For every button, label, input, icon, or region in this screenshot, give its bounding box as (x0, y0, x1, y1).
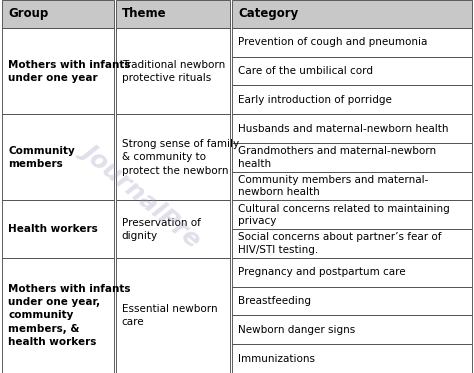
Text: Category: Category (238, 7, 298, 21)
Text: Newborn danger signs: Newborn danger signs (238, 325, 355, 335)
Bar (232, 229, 472, 258)
Bar (232, 114, 472, 143)
Bar (116, 0, 230, 28)
Text: Strong sense of family
& community to
protect the newborn: Strong sense of family & community to pr… (122, 139, 239, 176)
Bar (232, 200, 472, 229)
Bar (232, 287, 472, 316)
Text: Mothers with infants
under one year: Mothers with infants under one year (8, 60, 130, 83)
Bar (232, 316, 472, 344)
Text: Traditional newborn
protective rituals: Traditional newborn protective rituals (122, 60, 225, 83)
Text: Cultural concerns related to maintaining
privacy: Cultural concerns related to maintaining… (238, 204, 450, 226)
Bar (2, 28, 114, 114)
Bar (116, 114, 230, 200)
Bar (232, 57, 472, 85)
Text: Theme: Theme (122, 7, 166, 21)
Text: Health workers: Health workers (8, 224, 98, 234)
Text: Breastfeeding: Breastfeeding (238, 296, 311, 306)
Text: Prevention of cough and pneumonia: Prevention of cough and pneumonia (238, 37, 428, 47)
Text: Husbands and maternal-newborn health: Husbands and maternal-newborn health (238, 123, 448, 134)
Bar (232, 172, 472, 200)
Bar (2, 114, 114, 200)
Bar (232, 85, 472, 114)
Text: Early introduction of porridge: Early introduction of porridge (238, 95, 392, 105)
Text: JournalPre: JournalPre (78, 138, 206, 250)
Bar (232, 258, 472, 287)
Text: Pregnancy and postpartum care: Pregnancy and postpartum care (238, 267, 406, 278)
Bar (116, 200, 230, 258)
Bar (2, 200, 114, 258)
Bar (2, 0, 114, 28)
Text: Essential newborn
care: Essential newborn care (122, 304, 218, 327)
Text: Group: Group (8, 7, 48, 21)
Text: Community members and maternal-
newborn health: Community members and maternal- newborn … (238, 175, 428, 197)
Bar (232, 0, 472, 28)
Text: Preservation of
dignity: Preservation of dignity (122, 217, 201, 241)
Bar (232, 143, 472, 172)
Bar (232, 344, 472, 373)
Bar (116, 28, 230, 114)
Text: Community
members: Community members (8, 146, 75, 169)
Bar (232, 28, 472, 57)
Text: Care of the umbilical cord: Care of the umbilical cord (238, 66, 373, 76)
Text: Grandmothers and maternal-newborn
health: Grandmothers and maternal-newborn health (238, 146, 436, 169)
Text: Social concerns about partner’s fear of
HIV/STI testing.: Social concerns about partner’s fear of … (238, 232, 441, 255)
Bar (2, 258, 114, 373)
Text: Mothers with infants
under one year,
community
members, &
health workers: Mothers with infants under one year, com… (8, 284, 130, 347)
Text: Immunizations: Immunizations (238, 354, 315, 364)
Bar (116, 258, 230, 373)
